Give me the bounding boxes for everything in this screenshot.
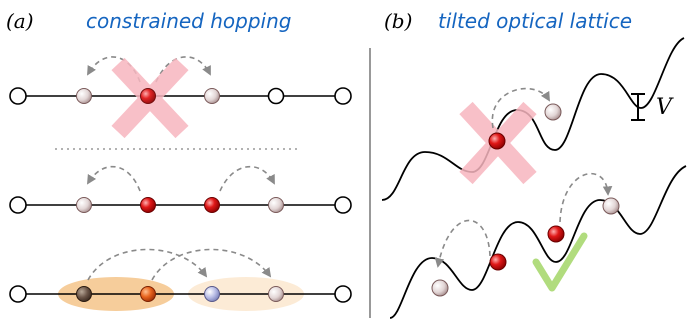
empty-site: [268, 197, 284, 213]
end-site: [334, 285, 352, 303]
blue-site: [204, 286, 220, 302]
panel-a-title: constrained hopping: [86, 9, 291, 33]
chain-row-forbidden: [9, 56, 352, 139]
occupied-site: [488, 132, 506, 150]
energy-offset-bracket: [631, 93, 645, 121]
occupied-site: [140, 197, 156, 213]
empty-site: [267, 87, 285, 105]
dark-site: [76, 286, 92, 302]
hop-arrow-long: [87, 248, 208, 281]
end-site: [334, 196, 352, 214]
orange-site: [140, 286, 156, 302]
empty-site: [602, 197, 620, 215]
hop-arrow-down: [434, 219, 491, 268]
chain-row-pair-hopping: [9, 248, 352, 311]
tilted-lattice-lower: [389, 165, 687, 319]
allowed-checkmark-icon: [532, 232, 588, 292]
empty-site: [431, 279, 449, 297]
hop-arrow-right: [219, 165, 275, 192]
occupied-site: [204, 197, 220, 213]
chain-row-allowed: [9, 165, 352, 214]
empty-site: [544, 103, 562, 121]
occupied-site: [489, 253, 507, 271]
empty-site: [76, 88, 92, 104]
end-site: [9, 196, 27, 214]
end-site: [9, 285, 27, 303]
hop-arrow-up: [491, 87, 550, 129]
empty-site: [268, 286, 284, 302]
panel-a-label: (a): [6, 9, 34, 33]
hop-arrow-right: [155, 56, 211, 83]
occupied-site: [547, 225, 565, 243]
hop-arrow-left: [87, 165, 141, 192]
end-site: [9, 87, 27, 105]
energy-offset-label: V: [656, 95, 674, 120]
empty-site: [204, 88, 220, 104]
hop-arrow-long: [151, 248, 272, 281]
panel-b-label: (b): [384, 9, 412, 33]
hop-arrow-up: [559, 172, 613, 223]
empty-site: [76, 197, 92, 213]
end-site: [334, 87, 352, 105]
panel-b-title: tilted optical lattice: [438, 9, 632, 33]
